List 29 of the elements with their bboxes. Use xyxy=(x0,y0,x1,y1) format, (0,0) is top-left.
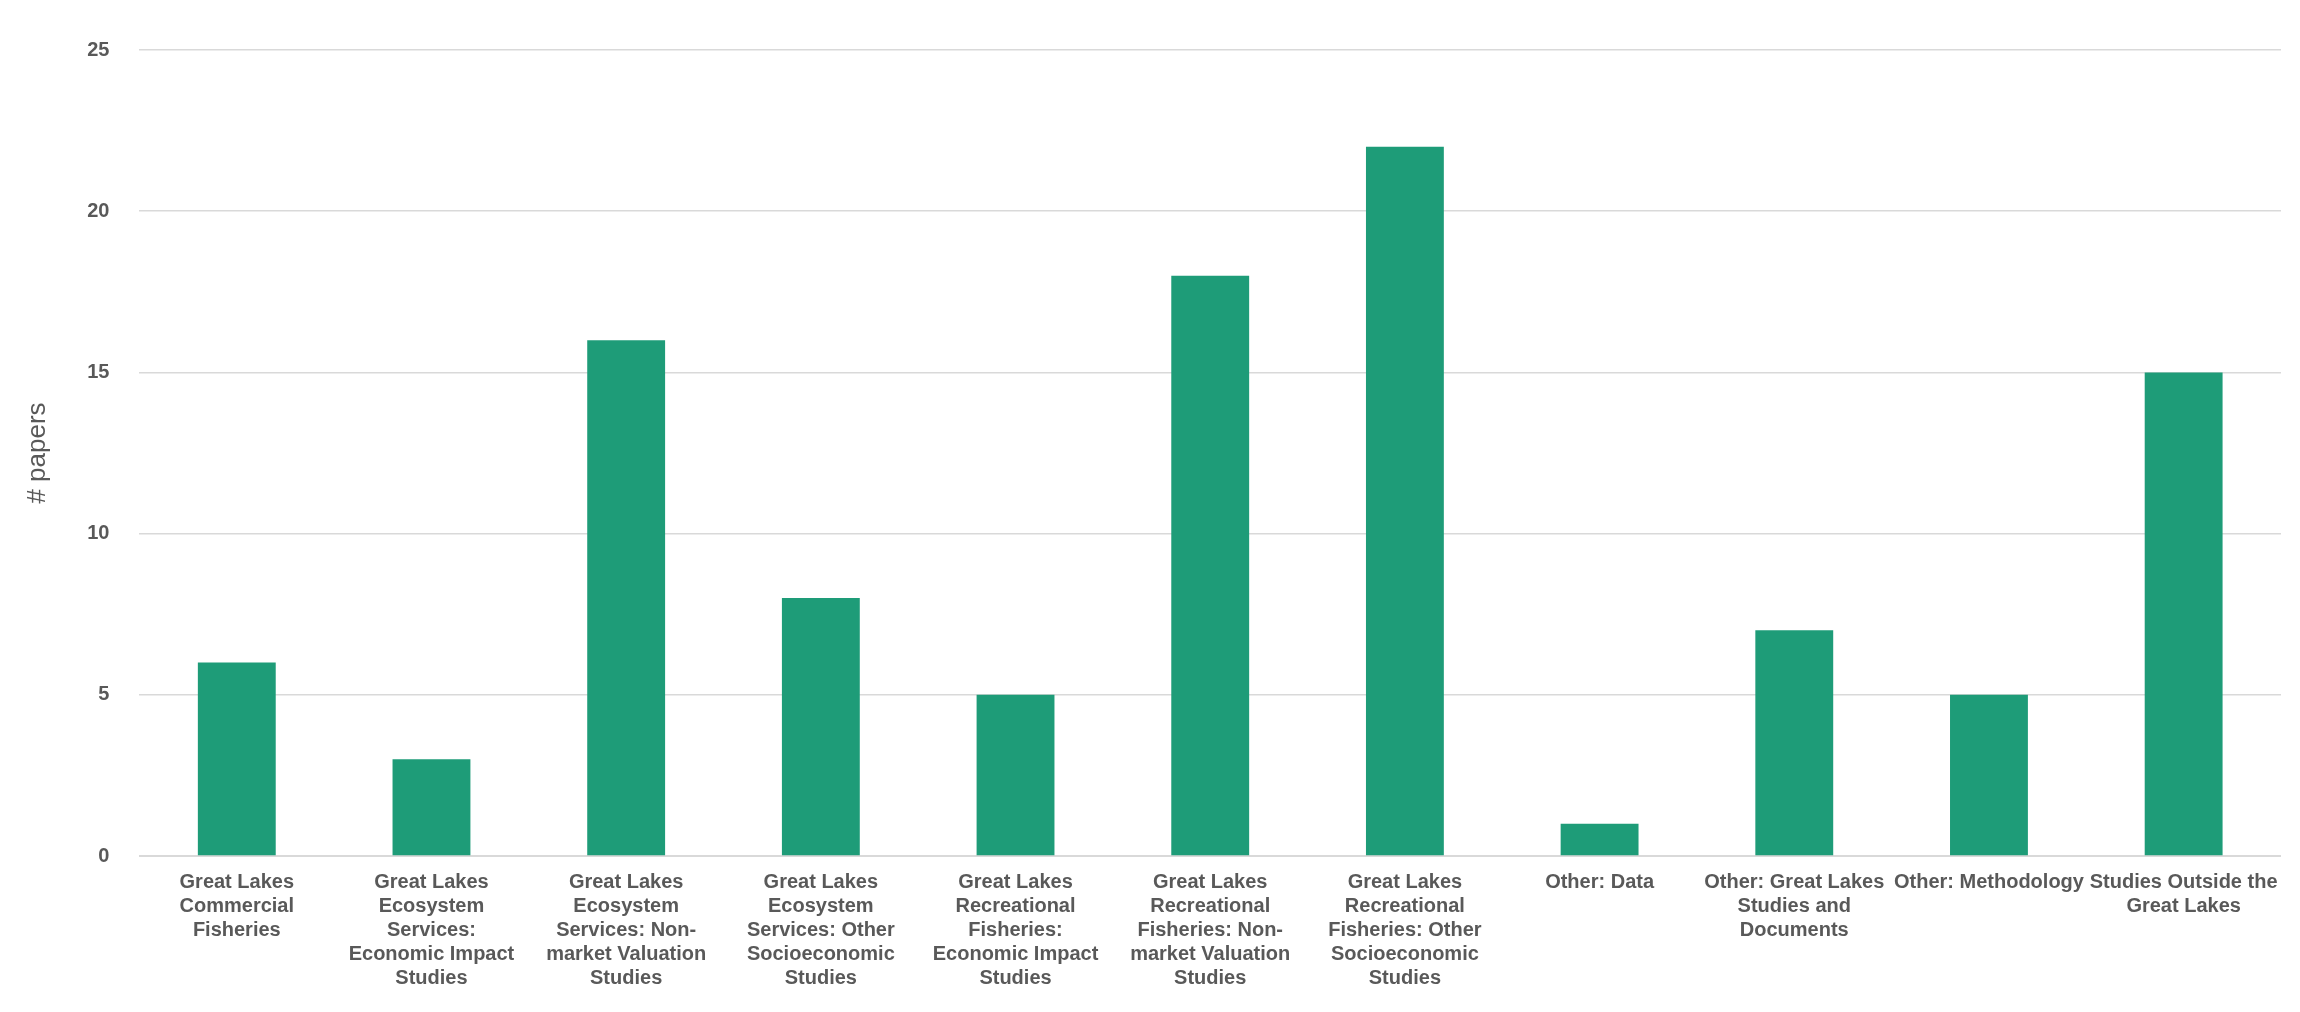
bar xyxy=(1560,823,1639,856)
bar xyxy=(976,694,1055,856)
x-tick-label: Other: Great Lakes Studies and Documents xyxy=(1704,869,1885,940)
bar xyxy=(2144,372,2223,856)
x-tick-label: Other: Methodology xyxy=(1893,869,2085,892)
x-tick-label: Studies Outside the Great Lakes xyxy=(2089,869,2278,916)
y-tick-label: 25 xyxy=(87,37,110,60)
bar xyxy=(197,662,276,856)
x-tick-label: Great Lakes Recreational Fisheries: Non-market Valuation Studies xyxy=(1130,869,1291,988)
x-tick-label: Great Lakes Recreational Fisheries: Economic Impact Studies xyxy=(932,869,1099,988)
bar xyxy=(1365,146,1444,856)
bar xyxy=(1755,630,1834,856)
y-tick-label: 5 xyxy=(98,682,110,705)
bar xyxy=(1171,275,1250,856)
y-tick-label: 15 xyxy=(87,359,110,382)
y-tick-label: 20 xyxy=(87,198,110,221)
bar xyxy=(587,340,666,856)
x-tick-label: Great Lakes Ecosystem Services: Other Socioeconomic Studies xyxy=(746,869,895,988)
y-tick-label: 10 xyxy=(87,521,110,544)
x-tick-label: Great Lakes Commercial Fisheries xyxy=(179,869,295,940)
x-tick-label: Great Lakes Ecosystem Services: Non-market Valuation Studies xyxy=(546,869,707,988)
bar xyxy=(781,598,860,856)
x-tick-label: Other: Data xyxy=(1545,869,1655,892)
y-tick-label: 0 xyxy=(98,843,110,866)
bar xyxy=(392,759,471,856)
bar xyxy=(1950,694,2028,856)
x-tick-label: Great Lakes Recreational Fisheries: Other Socioeconomic Studies xyxy=(1328,869,1482,988)
x-tick-label: Great Lakes Ecosystem Services: Economic Impact Studies xyxy=(348,869,515,988)
y-axis-title: # papers xyxy=(20,402,51,504)
